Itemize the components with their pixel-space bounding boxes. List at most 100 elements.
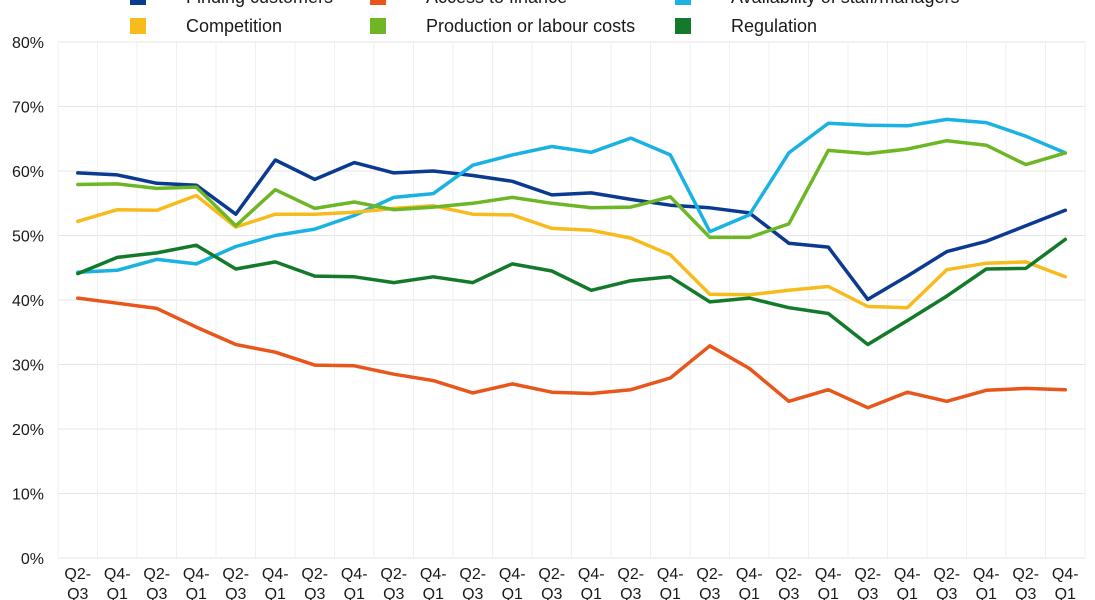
x-tick-label-line: Q3 (936, 586, 957, 600)
x-tick-label: Q2-Q3 (854, 566, 881, 600)
x-tick-label-line: Q4- (657, 566, 684, 583)
line-chart: 0%10%20%30%40%50%60%70%80% Q2-Q3Q4-Q1Q2-… (0, 0, 1095, 600)
x-tick-label-line: Q3 (699, 586, 720, 600)
x-tick-label-line: Q1 (186, 586, 207, 600)
x-tick-label-line: Q4- (341, 566, 368, 583)
x-tick-label-line: Q4- (1052, 566, 1079, 583)
x-tick-label-line: Q2- (538, 566, 565, 583)
legend-label: Access to finance (426, 0, 567, 7)
x-tick-label-line: Q4- (420, 566, 447, 583)
legend-label: Availability of staff/managers (731, 0, 959, 7)
x-tick-label: Q4-Q1 (578, 566, 605, 600)
x-tick-label-line: Q1 (581, 586, 602, 600)
x-tick-label-line: Q2- (696, 566, 723, 583)
x-tick-label-line: Q1 (423, 586, 444, 600)
x-tick-label-line: Q1 (897, 586, 918, 600)
x-tick-label-line: Q4- (973, 566, 1000, 583)
x-tick-label: Q2-Q3 (775, 566, 802, 600)
x-tick-label: Q2-Q3 (301, 566, 328, 600)
x-tick-label: Q4-Q1 (341, 566, 368, 600)
y-tick-label: 10% (12, 487, 44, 504)
x-tick-label-line: Q3 (225, 586, 246, 600)
x-tick-label-line: Q3 (541, 586, 562, 600)
x-tick-label: Q2-Q3 (64, 566, 91, 600)
legend-swatch (130, 0, 146, 5)
x-tick-label-line: Q3 (1015, 586, 1036, 600)
x-tick-label-line: Q4- (104, 566, 131, 583)
y-tick-label: 0% (21, 551, 44, 568)
x-tick-label-line: Q1 (976, 586, 997, 600)
x-tick-label: Q4-Q1 (973, 566, 1000, 600)
x-tick-label-line: Q3 (383, 586, 404, 600)
x-tick-label-line: Q2- (1012, 566, 1039, 583)
legend-label: Regulation (731, 16, 817, 36)
x-tick-label-line: Q1 (739, 586, 760, 600)
x-tick-label-line: Q2- (617, 566, 644, 583)
y-tick-label: 30% (12, 358, 44, 375)
x-tick-label-line: Q3 (67, 586, 88, 600)
x-tick-label-line: Q4- (183, 566, 210, 583)
x-tick-label-line: Q1 (107, 586, 128, 600)
x-tick-label-line: Q1 (1055, 586, 1076, 600)
x-axis: Q2-Q3Q4-Q1Q2-Q3Q4-Q1Q2-Q3Q4-Q1Q2-Q3Q4-Q1… (64, 566, 1078, 600)
legend-label: Competition (186, 16, 282, 36)
x-tick-label: Q2-Q3 (933, 566, 960, 600)
x-tick-label-line: Q3 (857, 586, 878, 600)
x-tick-label: Q4-Q1 (104, 566, 131, 600)
x-tick-label-line: Q4- (578, 566, 605, 583)
legend-swatch (130, 18, 146, 34)
x-tick-label-line: Q2- (143, 566, 170, 583)
x-tick-label: Q2-Q3 (696, 566, 723, 600)
x-tick-label: Q2-Q3 (222, 566, 249, 600)
x-tick-label-line: Q3 (778, 586, 799, 600)
y-tick-label: 50% (12, 229, 44, 246)
x-tick-label-line: Q2- (459, 566, 486, 583)
x-tick-label-line: Q4- (736, 566, 763, 583)
x-tick-label-line: Q1 (344, 586, 365, 600)
y-tick-label: 40% (12, 293, 44, 310)
y-tick-label: 70% (12, 100, 44, 117)
grid-lines (58, 42, 1085, 558)
legend-swatch (370, 18, 386, 34)
x-tick-label-line: Q4- (815, 566, 842, 583)
x-tick-label-line: Q4- (894, 566, 921, 583)
legend-label: Production or labour costs (426, 16, 635, 36)
x-tick-label: Q2-Q3 (143, 566, 170, 600)
x-tick-label-line: Q2- (380, 566, 407, 583)
x-tick-label: Q4-Q1 (815, 566, 842, 600)
x-tick-label-line: Q2- (854, 566, 881, 583)
x-tick-label-line: Q3 (462, 586, 483, 600)
x-tick-label: Q4-Q1 (894, 566, 921, 600)
legend-swatch (370, 0, 386, 5)
y-axis: 0% 10% 20% 30% 40% 50% 60% 70% 80% (12, 35, 44, 568)
x-tick-label: Q4-Q1 (420, 566, 447, 600)
y-tick-label: 60% (12, 164, 44, 181)
legend-swatch (675, 18, 691, 34)
x-tick-label: Q4-Q1 (262, 566, 289, 600)
x-tick-label: Q2-Q3 (538, 566, 565, 600)
legend-swatch (675, 0, 691, 5)
x-tick-label: Q4-Q1 (1052, 566, 1079, 600)
x-tick-label-line: Q4- (262, 566, 289, 583)
x-tick-label: Q4-Q1 (736, 566, 763, 600)
x-tick-label: Q2-Q3 (617, 566, 644, 600)
x-tick-label-line: Q1 (660, 586, 681, 600)
x-tick-label: Q2-Q3 (459, 566, 486, 600)
x-tick-label-line: Q1 (818, 586, 839, 600)
x-tick-label-line: Q2- (222, 566, 249, 583)
y-tick-label: 20% (12, 422, 44, 439)
x-tick-label: Q2-Q3 (1012, 566, 1039, 600)
x-tick-label-line: Q2- (933, 566, 960, 583)
x-tick-label-line: Q3 (146, 586, 167, 600)
x-tick-label-line: Q4- (499, 566, 526, 583)
x-tick-label: Q2-Q3 (380, 566, 407, 600)
x-tick-label-line: Q1 (265, 586, 286, 600)
y-tick-label: 80% (12, 35, 44, 52)
x-tick-label: Q4-Q1 (657, 566, 684, 600)
legend-label: Finding customers (186, 0, 333, 7)
x-tick-label-line: Q2- (64, 566, 91, 583)
x-tick-label: Q4-Q1 (183, 566, 210, 600)
x-tick-label-line: Q2- (301, 566, 328, 583)
x-tick-label-line: Q3 (304, 586, 325, 600)
x-tick-label-line: Q2- (775, 566, 802, 583)
